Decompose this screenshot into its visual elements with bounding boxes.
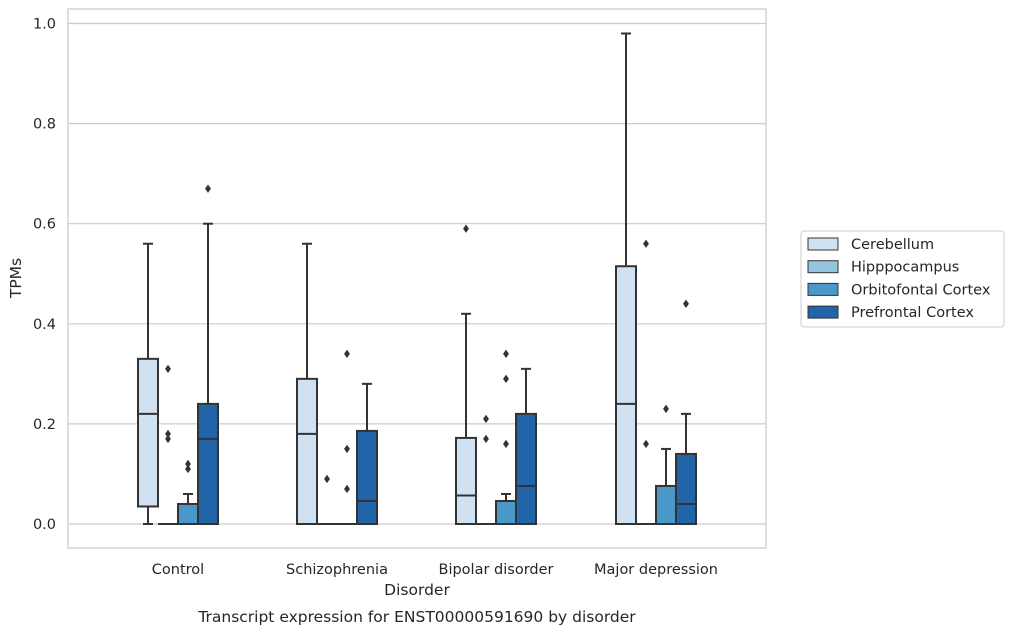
box-body bbox=[177, 502, 199, 526]
box-body bbox=[455, 436, 477, 525]
box-body bbox=[615, 265, 637, 525]
x-tick-label: Schizophrenia bbox=[286, 562, 388, 578]
outlier-point bbox=[503, 374, 509, 384]
box-body bbox=[515, 412, 537, 526]
outlier-point bbox=[344, 349, 350, 359]
chart-caption: Transcript expression for ENST0000059169… bbox=[197, 608, 636, 626]
y-tick-labels: 0.0 0.2 0.4 0.6 0.8 1.0 bbox=[33, 17, 56, 534]
box-body bbox=[356, 429, 378, 526]
legend-label: Orbitofontal Cortex bbox=[851, 282, 991, 298]
box-orbitofontal-cortex bbox=[655, 404, 677, 526]
box-prefrontal-cortex bbox=[197, 184, 219, 526]
y-tick-label: 0.6 bbox=[33, 217, 56, 233]
legend-swatch bbox=[807, 237, 839, 251]
outlier-point bbox=[503, 349, 509, 359]
box-hipppocampus bbox=[317, 474, 337, 525]
box-body bbox=[675, 452, 697, 525]
y-tick-label: 0.4 bbox=[33, 317, 56, 333]
legend-label: Cerebellum bbox=[851, 237, 934, 253]
outlier-point bbox=[165, 434, 171, 444]
box-hipppocampus bbox=[636, 239, 656, 525]
x-tick-label: Bipolar disorder bbox=[439, 562, 554, 578]
x-tick-label: Major depression bbox=[594, 562, 718, 578]
plot-frame bbox=[67, 8, 767, 549]
outlier-point bbox=[205, 184, 211, 193]
box-orbitofontal-cortex bbox=[337, 349, 357, 525]
outlier-point bbox=[683, 299, 689, 308]
box-cerebellum bbox=[296, 242, 318, 526]
legend-swatch bbox=[807, 260, 839, 274]
legend-swatch bbox=[807, 282, 839, 296]
legend-label: Hipppocampus bbox=[851, 260, 959, 276]
legend-label: Prefrontal Cortex bbox=[851, 305, 974, 321]
x-axis-title: Disorder bbox=[384, 581, 450, 599]
box-body bbox=[495, 499, 517, 525]
y-tick-label: 0.2 bbox=[33, 417, 56, 433]
box-body bbox=[296, 377, 318, 526]
legend: Cerebellum Hipppocampus Orbitofontal Corte… bbox=[800, 230, 1005, 328]
box-body bbox=[137, 357, 159, 508]
outlier-point bbox=[344, 444, 350, 454]
y-tick-label: 0.8 bbox=[33, 117, 56, 133]
box-prefrontal-cortex bbox=[356, 382, 378, 526]
box-orbitofontal-cortex bbox=[177, 459, 199, 526]
box-hipppocampus bbox=[158, 364, 178, 525]
legend-swatch bbox=[807, 305, 839, 319]
box-cerebellum bbox=[615, 32, 637, 525]
legend-frame bbox=[800, 230, 1005, 328]
y-tick-label: 0.0 bbox=[33, 517, 56, 533]
box-body bbox=[197, 402, 219, 526]
outlier-point bbox=[483, 434, 489, 444]
x-tick-label: Control bbox=[152, 562, 204, 578]
box-hipppocampus bbox=[476, 414, 496, 525]
y-axis-title: TPMs bbox=[7, 258, 25, 299]
y-tick-label: 1.0 bbox=[33, 17, 56, 33]
outlier-point bbox=[165, 364, 171, 374]
box-prefrontal-cortex bbox=[515, 367, 537, 526]
outlier-point bbox=[503, 439, 509, 449]
outlier-point bbox=[185, 464, 191, 474]
box-cerebellum bbox=[137, 242, 159, 525]
outlier-point bbox=[165, 429, 171, 439]
box-body bbox=[655, 484, 677, 526]
outlier-point bbox=[663, 404, 669, 414]
outlier-point bbox=[185, 459, 191, 469]
outlier-point bbox=[324, 474, 330, 484]
outlier-point bbox=[483, 414, 489, 424]
box-prefrontal-cortex bbox=[675, 299, 697, 525]
outlier-point bbox=[344, 484, 350, 494]
outlier-point bbox=[643, 239, 649, 248]
outlier-point bbox=[463, 224, 469, 233]
box-orbitofontal-cortex bbox=[495, 349, 517, 525]
outlier-point bbox=[643, 439, 649, 449]
box-cerebellum bbox=[455, 224, 477, 525]
x-tick-labels: Control Schizophrenia Bipolar disorder Majo… bbox=[152, 562, 718, 578]
box-layer bbox=[137, 32, 697, 526]
